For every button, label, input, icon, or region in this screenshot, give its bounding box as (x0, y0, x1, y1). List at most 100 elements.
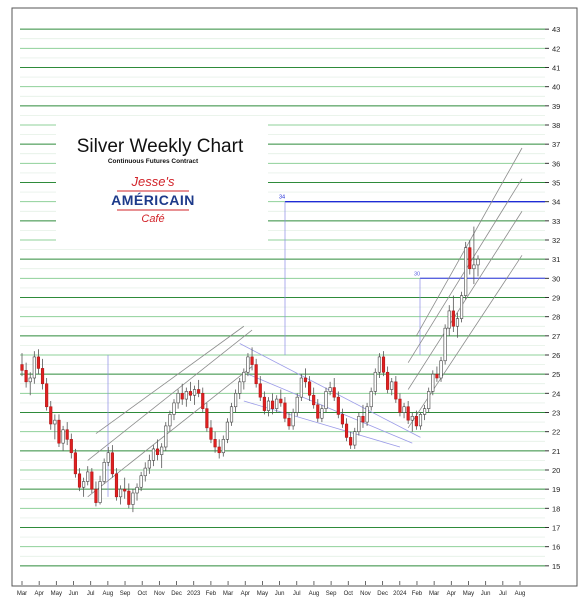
candle-body (324, 391, 328, 409)
x-tick-label: Feb (412, 591, 423, 597)
candle-body (213, 439, 217, 448)
candle-body (32, 356, 36, 379)
candle-body (307, 381, 312, 396)
candle-body (361, 416, 365, 423)
x-tick-label: Jun (481, 591, 491, 597)
x-tick-label: Oct (138, 591, 148, 597)
channel-line (95, 325, 245, 434)
candle-body (435, 373, 439, 379)
x-tick-label: Jun (275, 591, 285, 597)
candle-body (336, 396, 340, 415)
candle-body (455, 318, 460, 327)
candle-body (102, 462, 106, 482)
candle-body (373, 371, 377, 392)
x-tick-label: Apr (447, 591, 456, 597)
candle-body (406, 406, 410, 421)
x-tick-label: 2024 (393, 591, 407, 597)
x-tick-label: Aug (515, 591, 526, 597)
x-tick-label: 2023 (187, 591, 201, 597)
candle-body (82, 481, 86, 488)
y-tick-label-23: 23 (552, 409, 560, 418)
x-tick-label: Mar (223, 591, 233, 597)
y-tick-label-18: 18 (552, 504, 560, 513)
candlesticks (20, 226, 480, 513)
candle-body (320, 408, 324, 419)
candle-body (86, 471, 90, 482)
x-tick-label: Jul (499, 591, 507, 597)
candle-body (57, 419, 61, 444)
candle-body (439, 360, 443, 379)
candle-body (394, 381, 398, 400)
candle-body (217, 446, 221, 454)
candle-body (49, 406, 53, 425)
candle-body (386, 371, 390, 390)
candle-body (188, 391, 193, 396)
candle-body (45, 383, 49, 408)
x-tick-label: Jul (293, 591, 301, 597)
x-tick-label: Aug (309, 591, 320, 597)
candle-body (155, 448, 160, 455)
candle-body (476, 258, 480, 266)
logo-line-2: AMÉRICAIN (111, 192, 195, 208)
candle-body (410, 416, 414, 421)
candle-body (398, 398, 402, 413)
candle-body (279, 398, 283, 404)
candle-body (106, 452, 110, 463)
candle-body (28, 377, 32, 383)
x-tick-label: May (257, 591, 268, 597)
candle-body (205, 408, 209, 429)
channel-line (87, 329, 253, 461)
y-tick-label-27: 27 (552, 332, 560, 341)
candle-body (287, 417, 291, 427)
candle-body (77, 473, 82, 488)
candle-body (127, 490, 131, 505)
candle-body (53, 419, 57, 425)
y-tick-label-21: 21 (552, 447, 560, 456)
y-tick-label-41: 41 (552, 64, 560, 73)
candle-body (90, 471, 94, 490)
candle-body (143, 467, 147, 477)
candle-body (275, 398, 279, 409)
chart-subtitle: Continuous Futures Contract (108, 158, 199, 165)
x-tick-label: Jun (69, 591, 79, 597)
candle-body (221, 439, 225, 454)
x-tick-label: Sep (120, 591, 131, 597)
candle-body (402, 406, 406, 413)
y-tick-label-31: 31 (552, 255, 560, 264)
candle-body (225, 421, 229, 440)
x-tick-label: May (51, 591, 62, 597)
candle-body (443, 327, 447, 362)
candle-body (20, 364, 24, 371)
candle-body (135, 486, 139, 494)
level-label-30: 30 (414, 271, 420, 277)
candle-body (246, 356, 250, 373)
candle-body (123, 488, 127, 492)
candle-body (328, 387, 332, 392)
candle-body (357, 416, 361, 432)
candle-body (303, 377, 308, 383)
candle-body (184, 391, 188, 400)
candle-body (40, 368, 45, 385)
horizontal-levels: 34 30 (107, 195, 545, 497)
title-box-background (56, 122, 268, 242)
x-tick-label: Mar (17, 591, 27, 597)
y-tick-label-36: 36 (552, 159, 560, 168)
candle-body (229, 406, 234, 423)
candle-body (451, 310, 455, 327)
candle-body (353, 431, 357, 446)
title-box: Silver Weekly Chart Continuous Futures C… (56, 122, 268, 242)
x-tick-label: Apr (241, 591, 250, 597)
candle-body (242, 371, 246, 383)
candle-body (147, 460, 151, 469)
candle-body (468, 247, 472, 270)
candle-body (464, 247, 468, 296)
candle-body (151, 448, 156, 461)
candle-body (36, 356, 41, 369)
candle-body (110, 452, 114, 475)
candle-body (332, 387, 336, 398)
x-tick-label: Apr (35, 591, 44, 597)
candle-body (381, 356, 386, 373)
y-tick-label-33: 33 (552, 217, 560, 226)
x-tick-label: Sep (326, 591, 337, 597)
candle-body (271, 400, 275, 409)
